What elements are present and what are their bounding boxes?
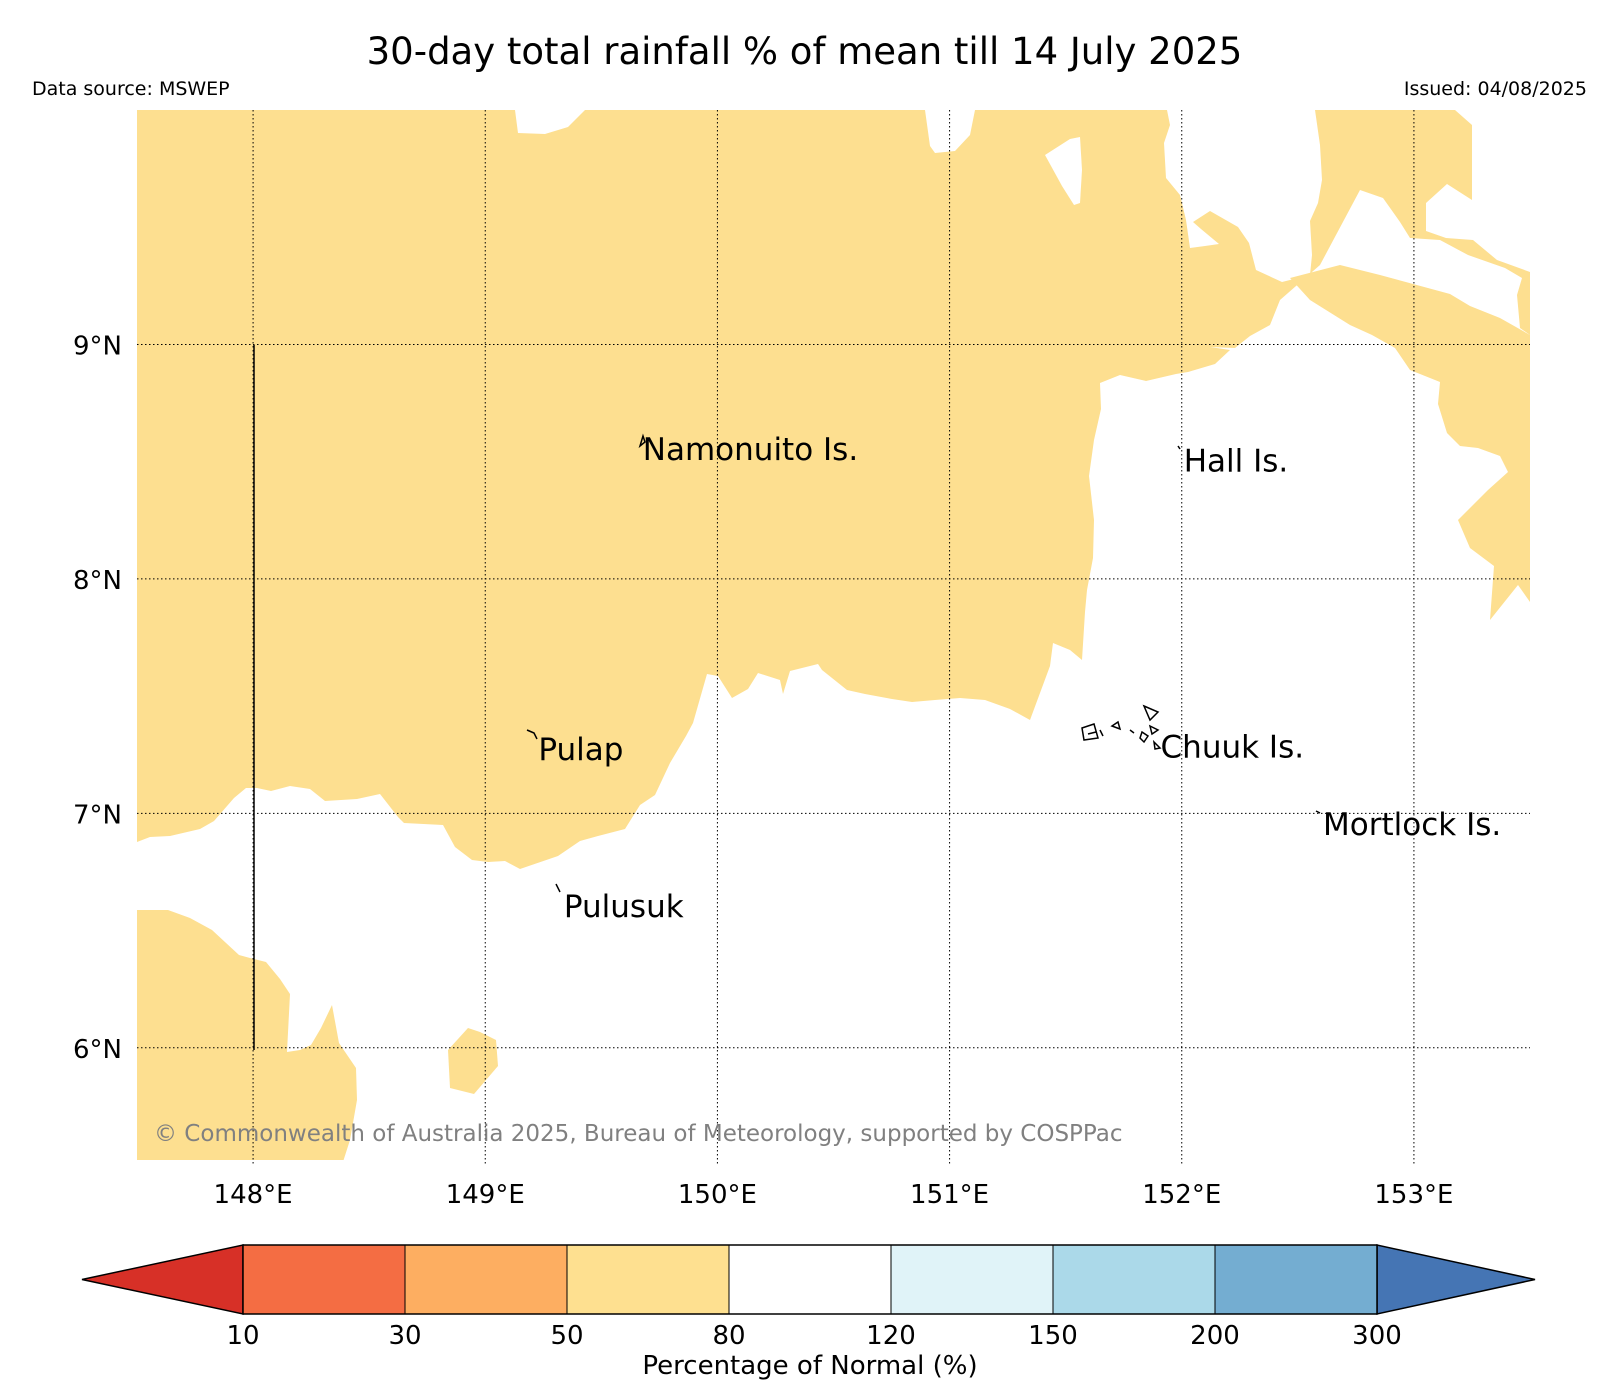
- shaded-region-main: [137, 110, 1530, 869]
- lon-tick-label: 150°E: [678, 1180, 757, 1210]
- shaded-region-southwest: [137, 910, 357, 1160]
- shaded-region-small-island: [448, 1028, 498, 1094]
- place-label: Mortlock Is.: [1323, 807, 1501, 843]
- map-title: 30-day total rainfall % of mean till 14 …: [366, 30, 1243, 73]
- island-chuuk-lagoon: [1081, 704, 1162, 750]
- place-label: Pulusuk: [564, 889, 684, 925]
- colorbar-segment: [1052, 1244, 1216, 1315]
- colorbar-segment: [566, 1244, 730, 1315]
- copyright-notice: © Commonwealth of Australia 2025, Bureau…: [154, 1121, 1123, 1147]
- place-label: Pulap: [538, 732, 623, 768]
- colorbar-frame: [242, 1244, 1378, 1315]
- colorbar-segment: [890, 1244, 1054, 1315]
- latitude-labels: 6°N 7°N 8°N 9°N: [73, 331, 122, 1064]
- longitude-labels: 148°E 149°E 150°E 151°E 152°E 153°E: [214, 1180, 1454, 1210]
- colorbar-under-arrow: [81, 1244, 244, 1315]
- place-labels: Namonuito Is. Hall Is. Pulap Chuuk Is. Mortl…: [538, 432, 1501, 925]
- issued-date-label: Issued: 04/08/2025: [1403, 78, 1587, 100]
- lat-tick-label: 6°N: [73, 1035, 122, 1065]
- unshaded-hole-north: [1045, 137, 1082, 205]
- lon-tick-label: 152°E: [1142, 1180, 1221, 1210]
- colorbar: 10 30 50 80 120 150 200 300 Percentage of Normal…: [81, 1244, 1536, 1380]
- island-markers: [526, 433, 1321, 893]
- rainfall-shading: [137, 110, 1530, 1160]
- colorbar-segment: [728, 1244, 892, 1315]
- lat-tick-label: 9°N: [73, 331, 122, 361]
- colorbar-tick-label: 50: [550, 1321, 583, 1351]
- lon-tick-label: 153°E: [1374, 1180, 1453, 1210]
- colorbar-tick-label: 300: [1352, 1321, 1402, 1351]
- place-label: Namonuito Is.: [643, 432, 858, 468]
- colorbar-segment: [1214, 1244, 1378, 1315]
- lat-tick-label: 7°N: [73, 800, 122, 830]
- colorbar-over-arrow: [1376, 1244, 1536, 1315]
- map-gridlines: [137, 110, 1530, 1165]
- data-source-label: Data source: MSWEP: [32, 78, 230, 100]
- island-mortlock: [1315, 810, 1321, 814]
- island-pulap: [526, 729, 538, 740]
- colorbar-title: Percentage of Normal (%): [642, 1351, 977, 1380]
- colorbar-segment: [404, 1244, 568, 1315]
- island-hall: [1177, 445, 1181, 450]
- colorbar-tick-label: 200: [1190, 1321, 1240, 1351]
- lat-tick-label: 8°N: [73, 566, 122, 596]
- colorbar-tick-label: 10: [226, 1321, 259, 1351]
- island-pulusuk: [555, 883, 561, 893]
- place-label: Hall Is.: [1184, 444, 1289, 480]
- shaded-region-east-lobe: [1290, 265, 1530, 620]
- colorbar-tick-label: 120: [866, 1321, 916, 1351]
- place-label: Chuuk Is.: [1161, 730, 1305, 766]
- island-namonuito: [638, 433, 646, 449]
- colorbar-segment: [242, 1244, 406, 1315]
- lon-tick-label: 151°E: [910, 1180, 989, 1210]
- colorbar-tick-label: 80: [712, 1321, 745, 1351]
- lon-tick-label: 149°E: [446, 1180, 525, 1210]
- colorbar-tick-label: 150: [1028, 1321, 1078, 1351]
- colorbar-tick-label: 30: [388, 1321, 421, 1351]
- lon-tick-label: 148°E: [214, 1180, 293, 1210]
